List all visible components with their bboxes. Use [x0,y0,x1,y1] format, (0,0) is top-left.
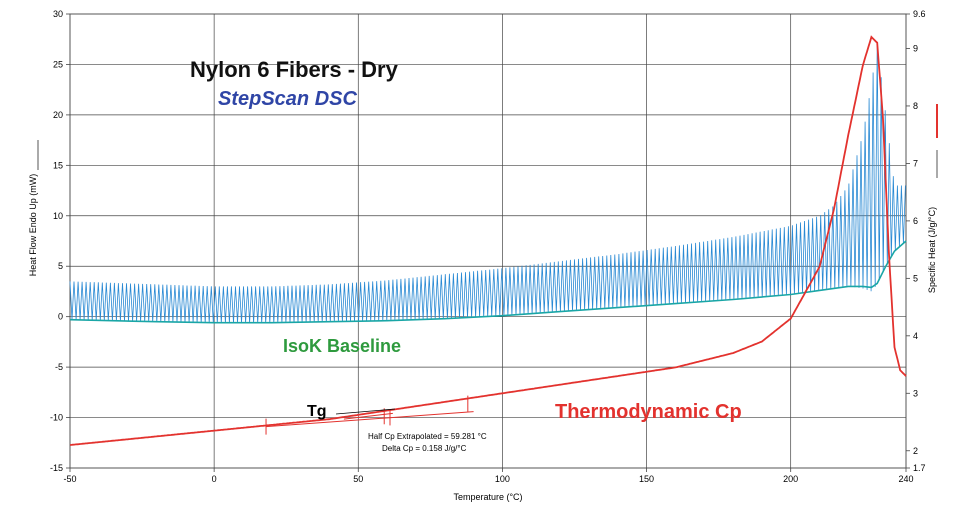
y-left-tick-label: -5 [55,362,63,372]
thermodynamic-cp-label: Thermodynamic Cp [555,401,742,423]
tg-tangent-line [265,411,474,428]
y-left-tick-label: 0 [58,312,63,322]
y-left-axis-label: Heat Flow Endo Up (mW) [28,174,38,277]
x-tick-label: -50 [63,474,76,484]
y-right-tick-label: 2 [913,446,918,456]
y-left-tick-label: 15 [53,160,63,170]
y-right-tick-label: 1.7 [913,463,926,473]
x-tick-label: 100 [495,474,510,484]
series-group [69,35,907,446]
y-right-axis-ticks: 9.6 9 8 7 6 5 4 3 2 1.7 [906,9,926,473]
y-right-tick-label: 4 [913,331,918,341]
y-right-tick-label: 8 [913,101,918,111]
chart-subtitle: StepScan DSC [218,88,357,110]
y-left-tick-label: 10 [53,211,63,221]
y-left-tick-label: 20 [53,110,63,120]
thermodynamic-cp-series-line [69,35,907,446]
y-left-tick-label: 5 [58,261,63,271]
isok-baseline-label: IsoK Baseline [283,336,401,356]
y-right-tick-label: 9.6 [913,9,926,19]
x-tick-label: 150 [639,474,654,484]
tg-label: Tg [307,403,327,420]
y-right-tick-label: 6 [913,216,918,226]
y-left-tick-label: -15 [50,463,63,473]
y-left-tick-label: 30 [53,9,63,19]
y-right-tick-label: 7 [913,158,918,168]
y-right-axis-label: Specific Heat (J/g/°C) [927,207,937,293]
grid [70,14,906,468]
x-tick-label: 200 [783,474,798,484]
x-axis-ticks: -50 0 50 100 150 200 240 [63,468,914,484]
tg-leader-line [335,408,396,415]
x-tick-label: 0 [212,474,217,484]
chart-title: Nylon 6 Fibers - Dry [190,57,399,82]
plot-frame [69,13,907,469]
y-left-axis-ticks: 30 25 20 15 10 5 0 -5 -10 -15 [50,9,70,473]
y-right-tick-label: 3 [913,388,918,398]
y-right-tick-label: 9 [913,43,918,53]
half-cp-note: Half Cp Extrapolated = 59.281 °C [368,432,487,441]
y-left-tick-label: -10 [50,413,63,423]
y-right-tick-label: 5 [913,273,918,283]
x-tick-label: 50 [353,474,363,484]
x-axis-label: Temperature (°C) [453,492,522,502]
x-tick-label: 240 [898,474,913,484]
isok-baseline-series-line [69,240,907,324]
delta-cp-note: Delta Cp = 0.158 J/g/°C [382,444,467,453]
y-left-tick-label: 25 [53,59,63,69]
